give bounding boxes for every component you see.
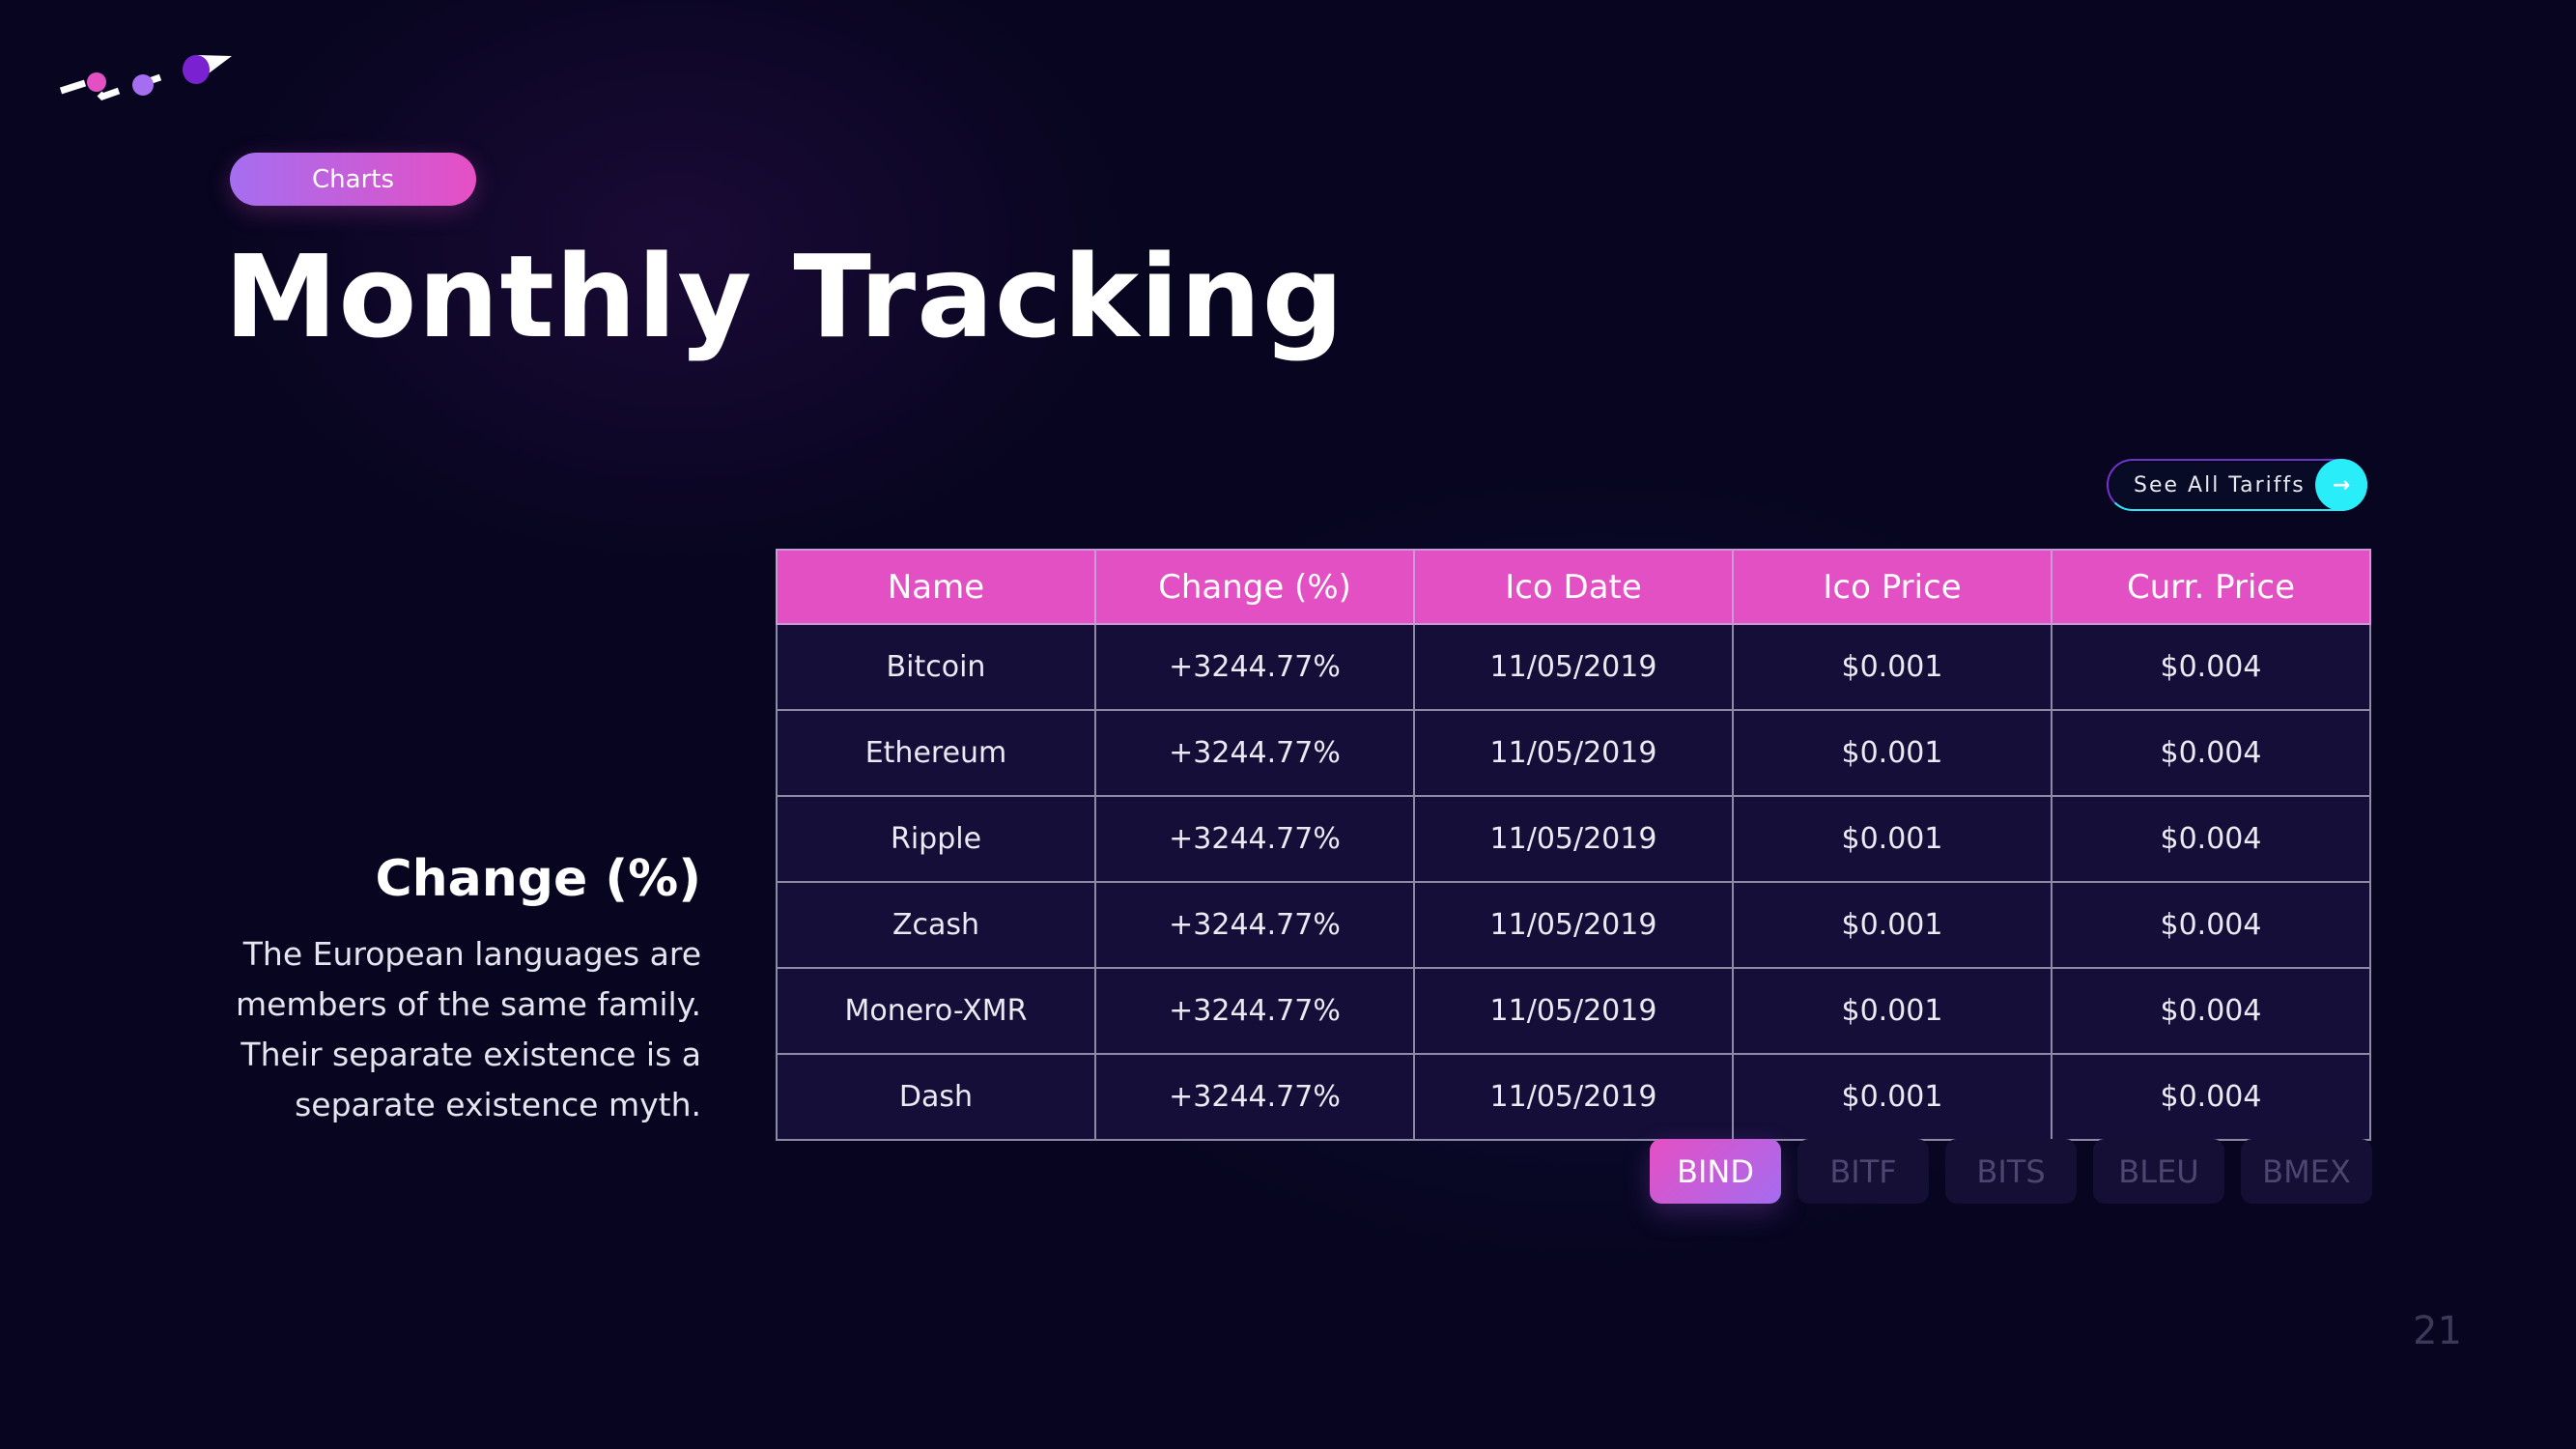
side-body: The European languages are members of th… — [235, 935, 701, 1123]
side-description: Change (%) The European languages are me… — [160, 850, 701, 1130]
page-title: Monthly Tracking — [224, 230, 1345, 363]
table-cell: $0.004 — [2051, 623, 2371, 711]
column-header: Change (%) — [1094, 549, 1415, 625]
table-cell: $0.004 — [2051, 795, 2371, 883]
table-cell: +3244.77% — [1094, 709, 1415, 797]
table-cell: 11/05/2019 — [1413, 1053, 1734, 1141]
table-cell: $0.001 — [1732, 881, 2052, 969]
see-all-tariffs-button[interactable]: See All Tariffs → — [2107, 459, 2367, 511]
side-heading: Change (%) — [375, 850, 701, 908]
charts-tag: Charts — [230, 153, 476, 206]
table-cell: +3244.77% — [1094, 1053, 1415, 1141]
table-cell: Zcash — [776, 881, 1096, 969]
table-cell: 11/05/2019 — [1413, 795, 1734, 883]
table-cell: Ripple — [776, 795, 1096, 883]
table-cell: $0.001 — [1732, 623, 2052, 711]
column-header: Ico Date — [1413, 549, 1734, 625]
table-cell: Bitcoin — [776, 623, 1096, 711]
table-cell: $0.001 — [1732, 709, 2052, 797]
table-cell: +3244.77% — [1094, 967, 1415, 1055]
table-cell: $0.001 — [1732, 795, 2052, 883]
table-cell: Dash — [776, 1053, 1096, 1141]
column-header: Curr. Price — [2051, 549, 2371, 625]
tab-bits[interactable]: BITS — [1945, 1139, 2077, 1204]
table-cell: $0.001 — [1732, 967, 2052, 1055]
table-cell: $0.004 — [2051, 881, 2371, 969]
tab-bind[interactable]: BIND — [1650, 1139, 1781, 1204]
tab-bleu[interactable]: BLEU — [2093, 1139, 2224, 1204]
table-cell: $0.004 — [2051, 967, 2371, 1055]
table-cell: $0.004 — [2051, 1053, 2371, 1141]
table-cell: 11/05/2019 — [1413, 967, 1734, 1055]
arrow-right-icon: → — [2315, 459, 2367, 511]
tab-bitf[interactable]: BITF — [1798, 1139, 1929, 1204]
table-cell: +3244.77% — [1094, 881, 1415, 969]
table-row: Monero-XMR +3244.77% 11/05/2019 $0.001 $0.00… — [776, 967, 2371, 1055]
tab-bmex[interactable]: BMEX — [2241, 1139, 2372, 1204]
table-cell: 11/05/2019 — [1413, 623, 1734, 711]
table-row: Dash +3244.77% 11/05/2019 $0.001 $0.004 — [776, 1053, 2371, 1141]
charts-tag-label: Charts — [312, 164, 394, 194]
table-cell: +3244.77% — [1094, 795, 1415, 883]
page-number: 21 — [2413, 1309, 2462, 1353]
table-cell: Ethereum — [776, 709, 1096, 797]
table-cell: Monero-XMR — [776, 967, 1096, 1055]
tracking-table: Name Change (%) Ico Date Ico Price Curr. Pri… — [776, 549, 2371, 1141]
table-cell: 11/05/2019 — [1413, 709, 1734, 797]
table-row: Ripple +3244.77% 11/05/2019 $0.001 $0.004 — [776, 795, 2371, 883]
table-cell: +3244.77% — [1094, 623, 1415, 711]
logo-icon — [59, 55, 232, 101]
table-cell: $0.001 — [1732, 1053, 2052, 1141]
table-row: Zcash +3244.77% 11/05/2019 $0.001 $0.004 — [776, 881, 2371, 969]
table-cell: $0.004 — [2051, 709, 2371, 797]
table-row: Ethereum +3244.77% 11/05/2019 $0.001 $0.004 — [776, 709, 2371, 797]
see-all-tariffs-label: See All Tariffs — [2134, 472, 2306, 497]
column-header: Name — [776, 549, 1096, 625]
table-cell: 11/05/2019 — [1413, 881, 1734, 969]
table-row: Bitcoin +3244.77% 11/05/2019 $0.001 $0.004 — [776, 623, 2371, 711]
exchange-tabs: BIND BITF BITS BLEU BMEX — [1650, 1139, 2372, 1204]
column-header: Ico Price — [1732, 549, 2052, 625]
